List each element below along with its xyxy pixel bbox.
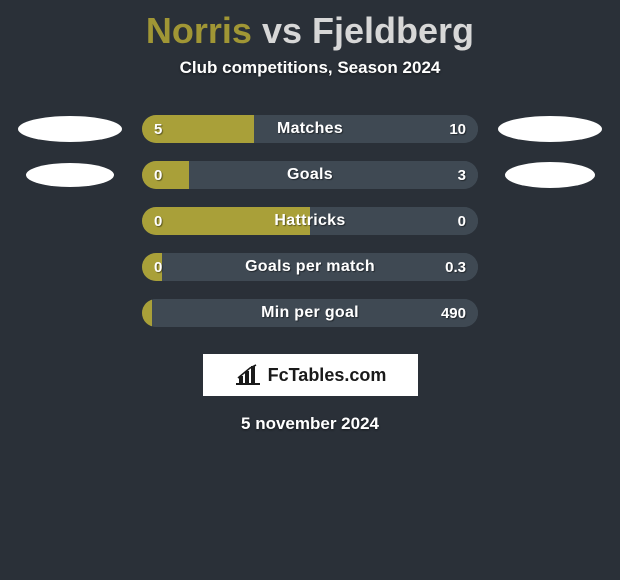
- left-side-slot: [0, 163, 140, 187]
- stat-bar: 0 0.3 Goals per match: [142, 253, 478, 281]
- title-player1: Norris: [146, 10, 252, 51]
- barchart-icon: [234, 364, 262, 386]
- stat-row: 0 0.3 Goals per match: [0, 244, 620, 290]
- stat-label: Matches: [142, 115, 478, 143]
- stat-label: Goals: [142, 161, 478, 189]
- stats-rows: 5 10 Matches 0 3 Goals 0 0 Hattric: [0, 106, 620, 336]
- player1-marker-ellipse: [26, 163, 114, 187]
- title-vs: vs: [262, 10, 302, 51]
- title-player2: Fjeldberg: [312, 10, 474, 51]
- date-line: 5 november 2024: [0, 414, 620, 434]
- player2-marker-ellipse: [505, 162, 595, 188]
- stat-row: 0 0 Hattricks: [0, 198, 620, 244]
- stat-bar: 490 Min per goal: [142, 299, 478, 327]
- left-side-slot: [0, 116, 140, 142]
- stat-label: Min per goal: [142, 299, 478, 327]
- stat-label: Hattricks: [142, 207, 478, 235]
- stat-row: 0 3 Goals: [0, 152, 620, 198]
- player1-marker-ellipse: [18, 116, 122, 142]
- right-side-slot: [480, 116, 620, 142]
- brand-box[interactable]: FcTables.com: [203, 354, 418, 396]
- right-side-slot: [480, 162, 620, 188]
- player2-marker-ellipse: [498, 116, 602, 142]
- stat-row: 5 10 Matches: [0, 106, 620, 152]
- subtitle: Club competitions, Season 2024: [0, 58, 620, 78]
- stat-bar: 0 3 Goals: [142, 161, 478, 189]
- brand-text: FcTables.com: [268, 365, 387, 386]
- stat-label: Goals per match: [142, 253, 478, 281]
- stat-row: 490 Min per goal: [0, 290, 620, 336]
- page-title: Norris vs Fjeldberg: [0, 0, 620, 58]
- stat-bar: 0 0 Hattricks: [142, 207, 478, 235]
- stat-bar: 5 10 Matches: [142, 115, 478, 143]
